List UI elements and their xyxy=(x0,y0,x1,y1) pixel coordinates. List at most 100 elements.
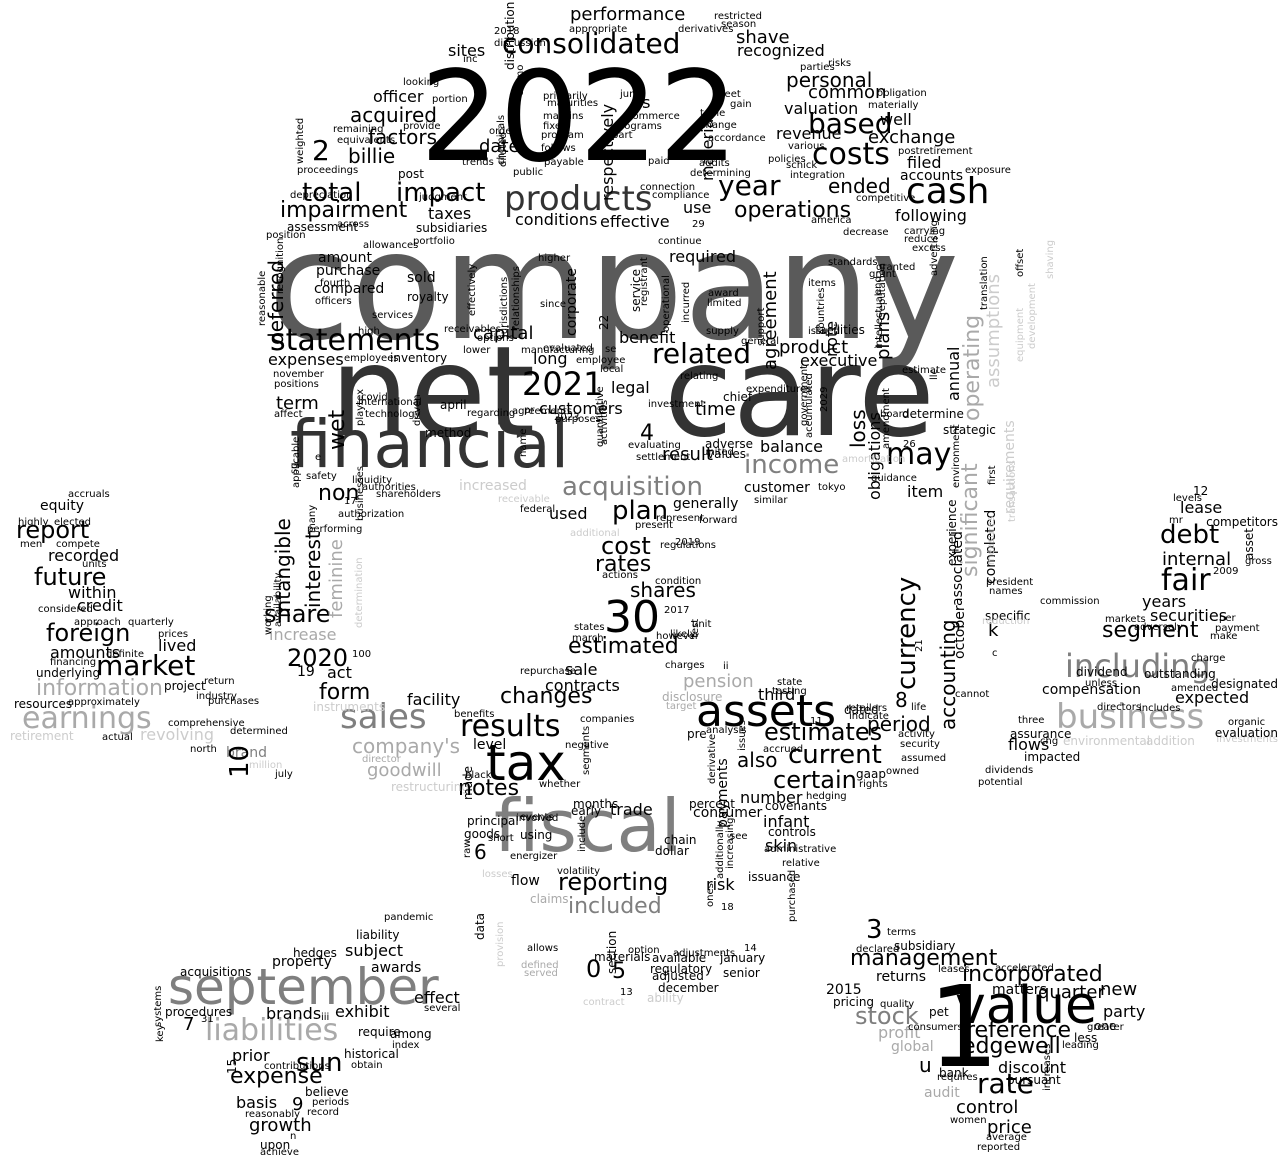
cloud-word: strategic xyxy=(943,423,996,437)
cloud-word: may xyxy=(886,437,952,472)
cloud-word: states xyxy=(574,622,605,633)
cloud-word: environmental xyxy=(1063,734,1151,748)
cloud-word: mr xyxy=(1169,515,1183,526)
cloud-word: security xyxy=(900,739,940,750)
cloud-word: expense xyxy=(230,1064,323,1089)
cloud-word: regulations xyxy=(660,540,717,551)
cloud-word: estimated xyxy=(568,634,679,659)
cloud-word: receivables xyxy=(444,324,502,335)
cloud-word: interest xyxy=(301,531,325,608)
cloud-word: 2029 xyxy=(819,386,830,412)
cloud-word: represent xyxy=(656,513,705,524)
cloud-word: owned xyxy=(886,766,920,777)
cloud-word: settlement xyxy=(636,452,691,463)
cloud-word: adjustments xyxy=(673,948,736,959)
cloud-word: declared xyxy=(856,944,900,955)
cloud-word: purchased xyxy=(787,869,798,922)
cloud-word: number xyxy=(740,788,803,807)
cloud-word: including xyxy=(1065,647,1211,685)
cloud-word: dollar xyxy=(655,844,689,858)
cloud-word: obligation xyxy=(877,88,927,99)
cloud-word: 2 xyxy=(312,134,330,167)
cloud-word: transactions xyxy=(1007,460,1018,522)
cloud-word: commerce xyxy=(627,111,680,122)
cloud-word: debt xyxy=(1160,520,1220,550)
cloud-word: since xyxy=(540,299,566,310)
cloud-word: made xyxy=(461,765,475,800)
cloud-word: purchases xyxy=(208,696,260,707)
cloud-word: potential xyxy=(978,777,1023,788)
cloud-word: claims xyxy=(530,892,569,906)
cloud-word: c xyxy=(992,648,998,659)
cloud-word: short xyxy=(488,833,514,844)
cloud-word: infant xyxy=(763,812,810,831)
cloud-word: periods xyxy=(312,1097,350,1108)
cloud-word: retailers xyxy=(846,703,888,714)
cloud-word: reporting xyxy=(558,868,669,896)
cloud-word: gross xyxy=(1245,556,1272,567)
cloud-word: cost xyxy=(601,532,651,560)
cloud-word: net xyxy=(330,320,536,465)
cloud-word: shave xyxy=(736,27,790,48)
cloud-word: options xyxy=(477,333,514,344)
cloud-word: audit xyxy=(924,1085,960,1101)
cloud-word: 12 xyxy=(1193,484,1209,498)
cloud-word: organic xyxy=(1228,717,1266,728)
cloud-word: liabilities xyxy=(205,1013,339,1048)
cloud-word: quarter xyxy=(1038,982,1105,1003)
cloud-word: income xyxy=(744,450,840,480)
cloud-word: determination xyxy=(354,557,365,628)
cloud-word: test xyxy=(690,618,701,638)
cloud-word: appropriate xyxy=(569,24,628,35)
cloud-word: currency xyxy=(892,576,922,690)
cloud-word: payment xyxy=(1215,623,1260,634)
cloud-word: percent xyxy=(689,797,735,811)
cloud-word: systems xyxy=(153,985,164,1027)
cloud-word: distribution xyxy=(503,2,517,71)
cloud-word: consumers xyxy=(908,1022,963,1033)
cloud-word: corporate xyxy=(564,268,580,336)
cloud-word: generally xyxy=(673,496,739,512)
cloud-word: exchange xyxy=(868,127,956,148)
cloud-word: flows xyxy=(1008,735,1050,754)
cloud-word: available xyxy=(652,951,707,965)
cloud-word: december xyxy=(658,981,719,995)
cloud-word: lease xyxy=(1180,498,1223,517)
cloud-word: employee xyxy=(576,355,626,366)
cloud-word: within xyxy=(68,583,117,602)
cloud-word: units xyxy=(82,559,107,570)
cloud-word: limited xyxy=(707,298,742,309)
cloud-word: chg xyxy=(1040,736,1059,747)
cloud-word: first xyxy=(987,465,998,485)
cloud-word: u xyxy=(919,1053,932,1077)
cloud-word: 2023 xyxy=(554,412,580,423)
cloud-word: change xyxy=(700,120,737,131)
cloud-word: primarily xyxy=(543,91,588,102)
cloud-word: incurred xyxy=(681,281,692,323)
cloud-word: edgewell xyxy=(962,1034,1061,1059)
cloud-word: contracts xyxy=(545,676,620,695)
cloud-word: unit xyxy=(692,619,712,630)
cloud-word: public xyxy=(513,167,544,178)
cloud-word: high xyxy=(358,326,380,337)
cloud-word: internal xyxy=(1162,549,1232,570)
cloud-word: considered xyxy=(38,604,93,615)
cloud-word: sale xyxy=(565,660,598,679)
cloud-word: follows xyxy=(541,143,576,154)
cloud-word: skin xyxy=(765,836,798,855)
cloud-word: issuance xyxy=(748,870,801,884)
cloud-word: addition xyxy=(1146,734,1195,748)
cloud-word: report xyxy=(16,516,90,544)
cloud-word: estimate xyxy=(902,365,947,376)
cloud-word: portfolio xyxy=(413,236,455,247)
cloud-word: 2015 xyxy=(826,982,862,998)
cloud-word: plan xyxy=(612,496,669,526)
cloud-word: three xyxy=(1018,715,1045,726)
cloud-word: prices xyxy=(158,629,189,640)
cloud-word: revenue xyxy=(776,124,842,143)
cloud-word: reasonable xyxy=(257,270,268,326)
cloud-word: granted xyxy=(876,262,916,273)
cloud-word: value xyxy=(955,976,1098,1036)
cloud-word: excess xyxy=(912,243,946,254)
cloud-word: competitive xyxy=(856,193,916,204)
